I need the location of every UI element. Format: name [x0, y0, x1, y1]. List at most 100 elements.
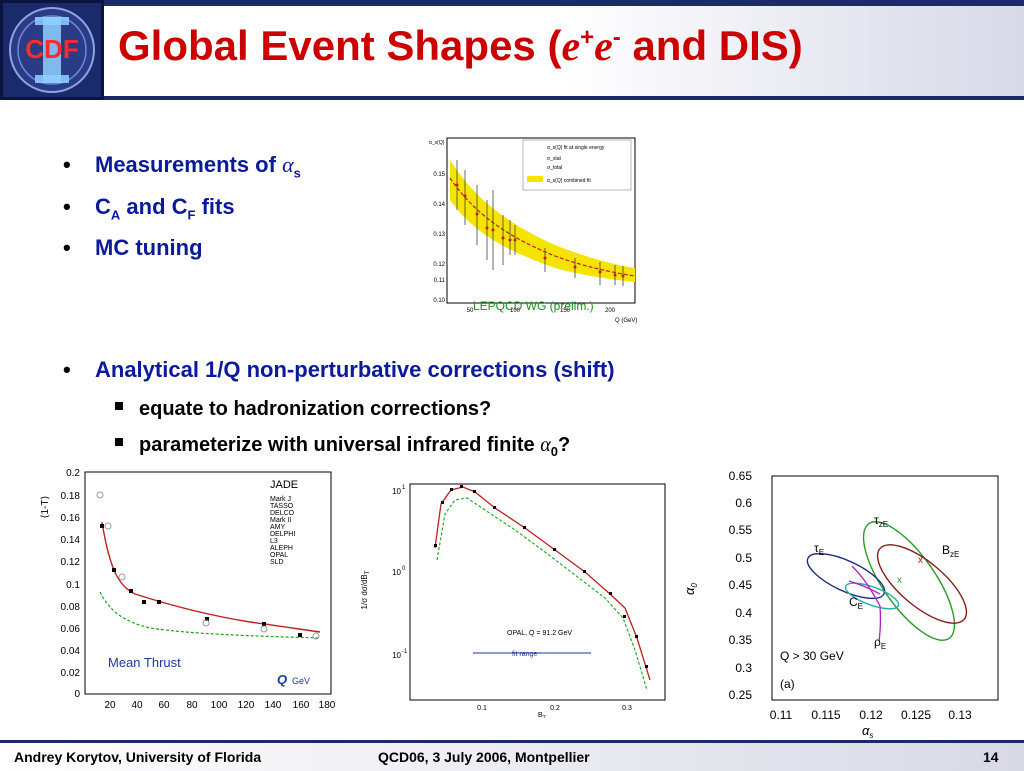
- title-prefix: Global Event Shapes (: [118, 22, 562, 69]
- svg-text:0.12: 0.12: [859, 708, 883, 722]
- y-tick-exponents: 1 0 -1: [402, 485, 408, 655]
- x-axis-label: αs: [862, 723, 873, 738]
- svg-text:Mark II: Mark II: [270, 517, 291, 524]
- x-axis-q: Q: [277, 672, 287, 687]
- x-tick-labels: 50 100 150 200: [467, 308, 616, 314]
- svg-text:0.55: 0.55: [729, 523, 753, 537]
- contour-label: τzE: [874, 513, 888, 529]
- svg-text:40: 40: [131, 700, 143, 711]
- title-e2: e: [594, 24, 613, 70]
- y-axis-label: ⟨1-T⟩: [40, 496, 51, 519]
- svg-text:10: 10: [392, 568, 401, 577]
- svg-text:0.08: 0.08: [61, 602, 81, 613]
- svg-text:200: 200: [605, 308, 616, 314]
- svg-text:0.16: 0.16: [61, 513, 81, 524]
- best-fit-marker: x: [918, 555, 923, 566]
- subbullet-tail: ?: [557, 434, 571, 456]
- open-data-markers: [96, 491, 320, 640]
- alpha0-vs-alphas-plot: 0.65 0.6 0.55 0.5 0.45 0.4 0.35 0.3 0.25…: [684, 466, 1018, 738]
- subbullet-square: [115, 438, 123, 446]
- svg-text:80: 80: [186, 700, 198, 711]
- bullet-dot: •: [63, 194, 71, 219]
- bullet-measurements: • Measurements of αs: [63, 152, 301, 181]
- lepqcd-label: LEPQCD WG (prelim.): [473, 299, 594, 313]
- svg-text:TASSO: TASSO: [270, 503, 294, 510]
- bullet-subscript: s: [293, 165, 301, 181]
- footer-author: Andrey Korytov, University of Florida: [14, 749, 262, 765]
- svg-text:0.13: 0.13: [433, 232, 445, 238]
- bullet-text: C: [95, 194, 111, 219]
- bullet-analytical: • Analytical 1/Q non-perturbative correc…: [63, 357, 615, 383]
- plot-frame: [771, 475, 999, 701]
- svg-text:60: 60: [158, 700, 170, 711]
- c-e-contour: [844, 582, 900, 610]
- svg-text:Mark J: Mark J: [270, 496, 291, 503]
- svg-text:0.125: 0.125: [901, 708, 931, 722]
- plot-frame: [84, 471, 332, 695]
- q-cut-note: Q > 30 GeV: [780, 649, 844, 663]
- svg-text:0.4: 0.4: [735, 606, 752, 620]
- svg-text:0.14: 0.14: [61, 535, 81, 546]
- legend-entry: σ_stat: [547, 156, 562, 162]
- title-sup2: -: [612, 24, 621, 51]
- y-axis-label: 1/σ dσ/dBT: [360, 570, 371, 609]
- svg-text:0.1: 0.1: [477, 705, 487, 712]
- x-axis-label: BT: [538, 712, 546, 718]
- svg-text:-1: -1: [402, 649, 408, 655]
- contour-label: τE: [814, 541, 824, 557]
- svg-text:180: 180: [319, 700, 336, 711]
- perturbative-curve: [99, 591, 321, 639]
- svg-text:0: 0: [402, 566, 406, 572]
- mean-thrust-plot: 0.2 0.18 0.16 0.14 0.12 0.1 0.08 0.06 0.…: [30, 462, 340, 717]
- fit-range-label: fit range: [512, 651, 537, 658]
- legend-band-swatch: [527, 176, 543, 182]
- svg-text:0.45: 0.45: [729, 578, 753, 592]
- legend-entry: σ_total: [547, 165, 562, 171]
- logo-text: CDF: [25, 34, 78, 64]
- subbullet-alpha0: parameterize with universal infrared fin…: [115, 434, 571, 459]
- svg-text:1: 1: [402, 485, 406, 491]
- bullet-mc-tuning: • MC tuning: [63, 235, 203, 261]
- svg-text:0.12: 0.12: [433, 262, 445, 268]
- perturbative-curve: [436, 497, 648, 691]
- b-ze-contour: [876, 544, 968, 624]
- bullet-dot: •: [63, 152, 71, 177]
- bullet-ca-cf: • CA and CF fits: [63, 194, 235, 223]
- y-tick-labels: 0.65 0.6 0.55 0.5 0.45 0.4 0.35 0.3 0.25: [729, 469, 753, 702]
- svg-text:OPAL: OPAL: [270, 552, 288, 559]
- data-point-markers: [100, 524, 302, 637]
- bullet-text: Measurements of: [95, 152, 283, 177]
- alpha-symbol: α: [540, 434, 551, 456]
- alpha-symbol: α: [282, 152, 294, 177]
- mean-thrust-label: Mean Thrust: [108, 655, 181, 670]
- data-point-markers: [455, 183, 625, 278]
- svg-text:0.11: 0.11: [434, 278, 446, 284]
- svg-text:10: 10: [392, 487, 401, 496]
- subbullet-hadronization: equate to hadronization corrections?: [115, 398, 492, 421]
- svg-text:ALEPH: ALEPH: [270, 545, 293, 552]
- x-tick-labels: 0.1 0.2 0.3: [477, 705, 632, 712]
- plot-frame: [409, 483, 666, 701]
- bullet-subscript: A: [110, 207, 121, 223]
- tau-e-contour: [806, 552, 886, 600]
- svg-text:0.04: 0.04: [61, 646, 81, 657]
- plot-frame: [446, 137, 636, 304]
- svg-text:0.2: 0.2: [66, 468, 80, 479]
- svg-text:0.65: 0.65: [729, 469, 753, 483]
- lepqcd-alphas-plot: α_s(Q) fit at single energy σ_stat σ_tot…: [415, 130, 645, 330]
- svg-text:AMY: AMY: [270, 524, 286, 531]
- legend-entry: α_s(Q) fit at single energy: [547, 145, 605, 151]
- svg-text:0: 0: [74, 689, 80, 700]
- legend-title: JADE: [270, 479, 298, 491]
- svg-text:SLD: SLD: [270, 559, 284, 566]
- svg-text:0.13: 0.13: [948, 708, 972, 722]
- svg-text:0.02: 0.02: [61, 668, 81, 679]
- slide-footer: Andrey Korytov, University of Florida QC…: [0, 740, 1024, 771]
- subbullet-text: equate to hadronization corrections?: [139, 398, 492, 420]
- svg-text:L3: L3: [270, 538, 278, 545]
- svg-text:100: 100: [510, 308, 521, 314]
- x-tick-labels: 0.11 0.115 0.12 0.125 0.13: [770, 708, 972, 722]
- footer-event: QCD06, 3 July 2006, Montpellier: [378, 749, 590, 765]
- svg-text:0.10: 0.10: [433, 298, 445, 304]
- contour-label: BzE: [942, 543, 959, 559]
